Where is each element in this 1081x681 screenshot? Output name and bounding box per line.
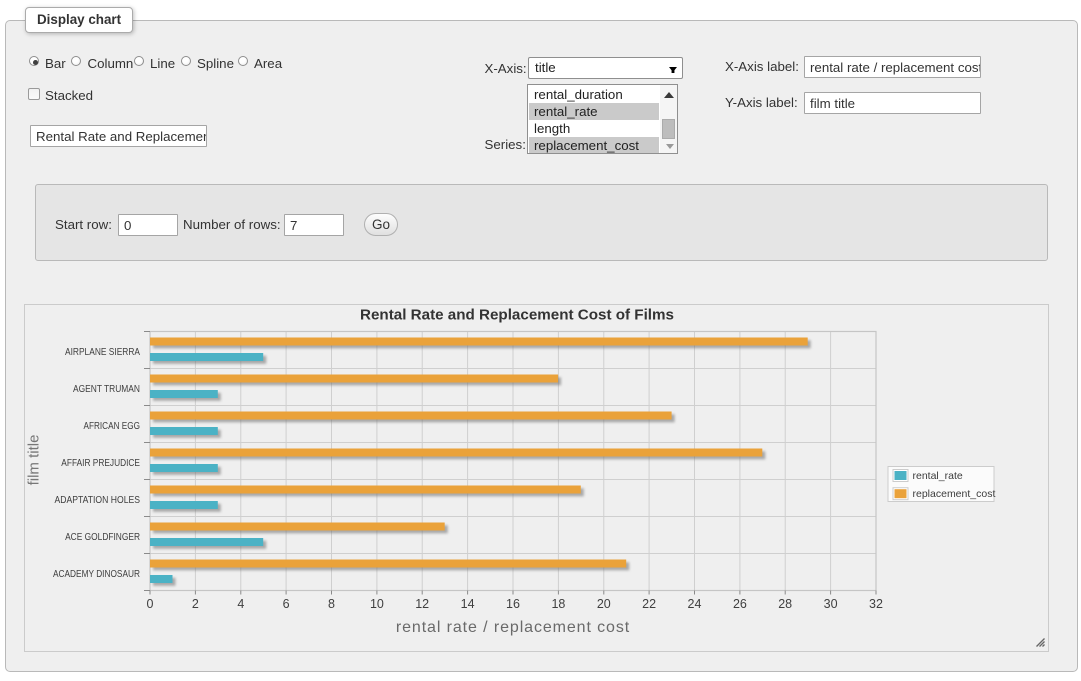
svg-text:AGENT TRUMAN: AGENT TRUMAN	[73, 384, 140, 395]
svg-text:12: 12	[415, 597, 429, 611]
svg-text:film title: film title	[26, 435, 43, 486]
svg-text:AFRICAN EGG: AFRICAN EGG	[84, 421, 141, 432]
svg-text:replacement_cost: replacement_cost	[913, 488, 996, 500]
svg-text:32: 32	[869, 597, 883, 611]
svg-text:4: 4	[237, 597, 244, 611]
svg-text:ADAPTATION HOLES: ADAPTATION HOLES	[55, 495, 141, 506]
svg-text:16: 16	[506, 597, 520, 611]
svg-text:14: 14	[461, 597, 475, 611]
svg-text:ACADEMY DINOSAUR: ACADEMY DINOSAUR	[53, 569, 140, 580]
svg-text:8: 8	[328, 597, 335, 611]
svg-text:6: 6	[283, 597, 290, 611]
svg-text:Rental Rate and Replacement Co: Rental Rate and Replacement Cost of Film…	[360, 307, 674, 324]
svg-text:AIRPLANE SIERRA: AIRPLANE SIERRA	[65, 347, 140, 358]
svg-text:rental rate / replacement cost: rental rate / replacement cost	[396, 619, 630, 636]
svg-text:ACE GOLDFINGER: ACE GOLDFINGER	[65, 532, 140, 543]
svg-text:0: 0	[147, 597, 154, 611]
svg-text:2: 2	[192, 597, 199, 611]
svg-text:30: 30	[824, 597, 838, 611]
svg-text:18: 18	[551, 597, 565, 611]
svg-text:10: 10	[370, 597, 384, 611]
svg-text:24: 24	[688, 597, 702, 611]
svg-text:22: 22	[642, 597, 656, 611]
svg-text:20: 20	[597, 597, 611, 611]
svg-text:rental_rate: rental_rate	[913, 470, 963, 482]
svg-text:26: 26	[733, 597, 747, 611]
svg-text:28: 28	[778, 597, 792, 611]
svg-text:AFFAIR PREJUDICE: AFFAIR PREJUDICE	[61, 458, 140, 469]
